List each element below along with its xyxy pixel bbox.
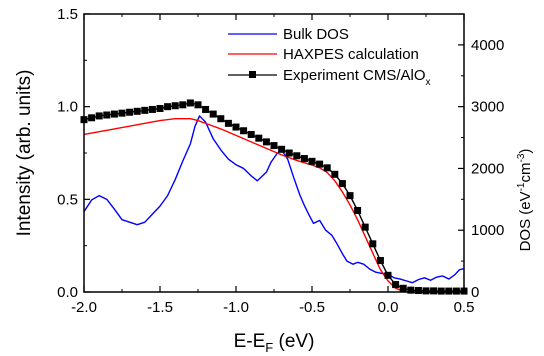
legend-label-haxpes: HAXPES calculation xyxy=(283,46,419,63)
data-point-experiment-cms-alox xyxy=(179,101,187,109)
x-axis-label: E-EF (eV) xyxy=(234,331,315,355)
data-point-experiment-cms-alox xyxy=(437,287,445,295)
data-point-experiment-cms-alox xyxy=(88,114,96,122)
data-point-experiment-cms-alox xyxy=(141,106,149,114)
y2-tick-label: 1000 xyxy=(471,222,504,239)
x-label-sub: F xyxy=(265,340,273,355)
x-tick-label: -2.0 xyxy=(71,299,97,316)
data-point-experiment-cms-alox xyxy=(376,256,384,264)
data-point-experiment-cms-alox xyxy=(407,286,415,294)
y2-tick-label: 4000 xyxy=(471,37,504,54)
data-point-experiment-cms-alox xyxy=(156,105,164,113)
x-tick-label: -1.0 xyxy=(223,299,249,316)
x-label-unit: (eV) xyxy=(273,331,314,352)
data-point-experiment-cms-alox xyxy=(354,206,362,214)
y-tick-label: 1.0 xyxy=(57,99,78,116)
data-point-experiment-cms-alox xyxy=(133,107,141,115)
data-point-experiment-cms-alox xyxy=(430,287,438,295)
data-point-experiment-cms-alox xyxy=(103,111,111,119)
data-point-experiment-cms-alox xyxy=(209,110,217,118)
data-point-experiment-cms-alox xyxy=(414,287,422,295)
data-point-experiment-cms-alox xyxy=(452,287,460,295)
series-line-bulk-dos xyxy=(83,115,465,284)
y2-label-main: DOS (eV xyxy=(517,191,534,251)
x-tick-label: 0.5 xyxy=(454,299,475,316)
legend-label-experiment-main: Experiment CMS/AlO xyxy=(283,67,426,84)
legend: Bulk DOS HAXPES calculation Experiment C… xyxy=(228,26,431,88)
data-point-experiment-cms-alox xyxy=(384,271,392,279)
x-label-main: E-E xyxy=(234,331,266,352)
y2-label-sup2: -3 xyxy=(516,153,527,162)
x-tick-label: 0.0 xyxy=(378,299,399,316)
data-point-experiment-cms-alox xyxy=(323,164,331,172)
data-point-experiment-cms-alox xyxy=(232,123,240,131)
data-point-experiment-cms-alox xyxy=(194,101,202,109)
data-point-experiment-cms-alox xyxy=(285,149,293,157)
data-point-experiment-cms-alox xyxy=(95,112,103,120)
data-point-experiment-cms-alox xyxy=(240,127,248,135)
data-point-experiment-cms-alox xyxy=(217,115,225,123)
ticks-layer: -2.0 -1.5 -1.0 -0.5 0.0 0.5 0.0 0.5 1.0 1.5 0 1000 2… xyxy=(57,6,504,316)
y-tick-label: 1.5 xyxy=(57,6,78,23)
data-point-experiment-cms-alox xyxy=(399,284,407,292)
data-point-experiment-cms-alox xyxy=(255,134,263,142)
data-point-experiment-cms-alox xyxy=(118,109,126,117)
data-point-experiment-cms-alox xyxy=(392,281,400,289)
y-tick-label: 0.0 xyxy=(57,284,78,301)
data-point-experiment-cms-alox xyxy=(445,287,453,295)
data-point-experiment-cms-alox xyxy=(224,119,232,127)
y-axis-label: Intensity (arb. units) xyxy=(14,70,35,237)
legend-marker-experiment xyxy=(249,71,256,78)
y2-tick-label: 3000 xyxy=(471,99,504,116)
data-point-experiment-cms-alox xyxy=(316,160,324,168)
data-point-experiment-cms-alox xyxy=(171,102,179,110)
data-point-experiment-cms-alox xyxy=(308,157,316,165)
y2-label-close: ) xyxy=(517,149,534,154)
legend-label-bulk-dos: Bulk DOS xyxy=(283,26,349,43)
y2-label-sup1: -1 xyxy=(516,182,527,191)
data-point-experiment-cms-alox xyxy=(300,155,308,163)
legend-label-experiment-sub: x xyxy=(426,77,431,88)
data-point-experiment-cms-alox xyxy=(278,145,286,153)
y2-label-cm: cm xyxy=(517,162,534,182)
y-tick-label: 0.5 xyxy=(57,191,78,208)
data-point-experiment-cms-alox xyxy=(262,138,270,146)
data-point-experiment-cms-alox xyxy=(338,180,346,188)
y2-tick-label: 2000 xyxy=(471,160,504,177)
y2-axis-label: DOS (eV-1cm-3) xyxy=(516,149,534,252)
data-point-experiment-cms-alox xyxy=(148,105,156,113)
data-point-experiment-cms-alox xyxy=(346,192,354,200)
series-line-haxpes-calculation xyxy=(83,118,464,293)
data-point-experiment-cms-alox xyxy=(247,130,255,138)
data-point-experiment-cms-alox xyxy=(331,170,339,178)
data-point-experiment-cms-alox xyxy=(186,99,194,107)
data-point-experiment-cms-alox xyxy=(110,110,118,118)
series-layer xyxy=(80,99,468,295)
data-point-experiment-cms-alox xyxy=(164,103,172,111)
data-point-experiment-cms-alox xyxy=(369,240,377,248)
legend-label-experiment: Experiment CMS/AlOx xyxy=(283,67,431,88)
data-point-experiment-cms-alox xyxy=(270,142,278,150)
x-tick-label: -1.5 xyxy=(147,299,173,316)
data-point-experiment-cms-alox xyxy=(126,108,134,116)
data-point-experiment-cms-alox xyxy=(293,152,301,160)
series-line-experiment-cms-alox xyxy=(83,102,464,292)
data-point-experiment-cms-alox xyxy=(361,223,369,231)
y2-tick-label: 0 xyxy=(471,284,479,301)
x-tick-label: -0.5 xyxy=(299,299,325,316)
data-point-experiment-cms-alox xyxy=(202,105,210,113)
